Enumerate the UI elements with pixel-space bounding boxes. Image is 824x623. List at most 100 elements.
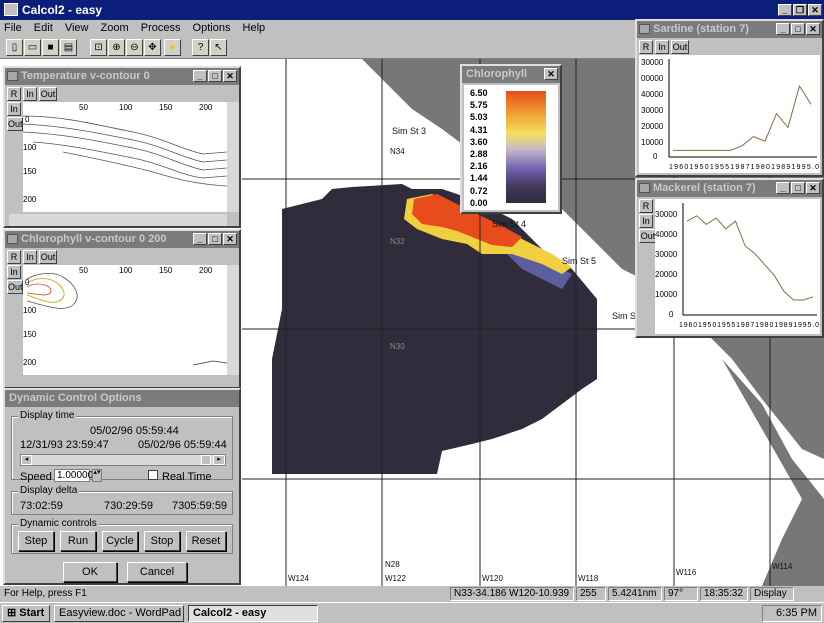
minimize-icon[interactable]: _ [193,233,207,245]
mackerel-window[interactable]: Mackerel (station 7) _ □ ✕ R In Out 30000 … [635,178,824,338]
legend-value: 3.60 [470,136,488,147]
zoom-in-button[interactable]: In [7,265,21,279]
mackerel-plot[interactable]: 30000 40000 30000 20000 10000 0 19601950… [655,199,820,334]
maximize-icon[interactable]: □ [791,23,805,35]
close-icon[interactable]: ✕ [223,70,237,82]
menu-options[interactable]: Options [192,22,231,34]
menu-zoom[interactable]: Zoom [100,22,129,34]
reset-button[interactable]: R [639,199,653,213]
stop-button[interactable]: Stop [144,531,180,551]
zoom-out-button[interactable]: Out [7,280,23,294]
horizontal-scrollbar[interactable] [9,214,227,226]
close-icon[interactable]: ✕ [806,182,820,194]
maximize-icon[interactable]: □ [208,70,222,82]
y-tick: 0 [25,278,30,287]
slider-right-icon[interactable]: ▸ [213,455,225,465]
temperature-window[interactable]: Temperature v-contour 0 _ □ ✕ R In Out In … [3,66,241,228]
mackerel-title: Mackerel (station 7) [653,182,756,194]
reset-button[interactable]: R [639,40,653,54]
cycle-button[interactable]: Cycle [102,531,138,551]
start-button[interactable]: ⊞ Start [2,605,50,622]
temperature-titlebar[interactable]: Temperature v-contour 0 _ □ ✕ [5,68,239,85]
minimize-icon[interactable]: _ [193,70,207,82]
step-button[interactable]: Step [18,531,54,551]
chlorophyll-high [412,194,522,247]
zoom-out-button[interactable]: Out [671,40,689,54]
vertical-scrollbar[interactable] [227,102,239,212]
ok-button[interactable]: OK [63,562,117,582]
maximize-icon[interactable]: □ [791,182,805,194]
cancel-button[interactable]: Cancel [127,562,187,582]
realtime-checkbox[interactable] [148,470,158,480]
zoom-out-button[interactable]: Out [39,250,57,264]
time-slider[interactable]: ◂ ▸ [20,454,226,466]
dynamic-titlebar[interactable]: Dynamic Control Options [5,390,239,407]
menu-view[interactable]: View [64,22,89,34]
zoom-in-button[interactable]: In [23,250,37,264]
menu-help[interactable]: Help [242,22,266,34]
save-icon[interactable]: ■ [42,39,59,56]
legend-values: 6.50 5.75 5.03 4.31 3.60 2.88 2.16 1.44 … [470,87,488,209]
menu-file[interactable]: File [4,22,22,34]
y-tick: 100 [23,306,37,315]
dynamic-control-dialog[interactable]: Dynamic Control Options Display time 05/… [3,388,241,585]
pan-icon[interactable]: ✥ [144,39,161,56]
zoom-out-button[interactable]: Out [7,117,23,131]
reset-button[interactable]: R [7,87,21,101]
close-icon[interactable]: ✕ [806,23,820,35]
zoom-out-button[interactable]: Out [39,87,57,101]
close-icon[interactable]: ✕ [223,233,237,245]
zoom-out-icon[interactable]: ⊖ [126,39,143,56]
legend-titlebar[interactable]: Chlorophyll ✕ [462,66,560,83]
minimize-icon[interactable]: _ [776,182,790,194]
close-icon[interactable]: ✕ [808,4,822,16]
zoom-in-button[interactable]: In [23,87,37,101]
chlorophyll-contour-window[interactable]: Chlorophyll v-contour 0 200 _ □ ✕ R In Out… [3,229,241,389]
new-icon[interactable]: ▯ [6,39,23,56]
reset-button[interactable]: Reset [186,531,226,551]
mackerel-titlebar[interactable]: Mackerel (station 7) _ □ ✕ [637,180,822,197]
legend-value: 5.75 [470,100,488,111]
speed-input[interactable]: 1.00000 [54,469,93,482]
temperature-title: Temperature v-contour 0 [21,70,150,82]
context-help-icon[interactable]: ↖ [210,39,227,56]
minimize-icon[interactable]: _ [778,4,792,16]
reset-button[interactable]: R [7,250,21,264]
sardine-window[interactable]: Sardine (station 7) _ □ ✕ R In Out 30000 0… [635,19,824,177]
menu-process[interactable]: Process [140,22,181,34]
lon-label-w122: W122 [385,574,406,583]
zoom-box-icon[interactable]: ⊡ [90,39,107,56]
slider-thumb[interactable] [201,455,211,465]
y-tick: 20000 [655,270,678,279]
temperature-plot[interactable]: 50 100 150 200 0 100 150 200 [22,102,228,212]
print-icon[interactable]: ▤ [60,39,77,56]
realtime-label: Real Time [162,471,212,483]
chlorophyll-titlebar[interactable]: Chlorophyll v-contour 0 200 _ □ ✕ [5,231,239,248]
window-icon [639,183,650,193]
legend-value: 0.72 [470,185,488,196]
sardine-titlebar[interactable]: Sardine (station 7) _ □ ✕ [637,21,822,38]
run-button[interactable]: Run [60,531,96,551]
zoom-in-icon[interactable]: ⊕ [108,39,125,56]
chlorophyll-plot[interactable]: 50 100 150 200 0 100 150 200 [23,265,228,375]
minimize-icon[interactable]: _ [776,23,790,35]
sardine-plot[interactable]: 30000 00000 40000 30000 20000 10000 0 19… [639,55,820,173]
legend-close-icon[interactable]: ✕ [544,68,558,80]
task-calcol2[interactable]: Calcol2 - easy [188,605,318,622]
speed-spinner-icon[interactable]: ▴▾ [92,469,102,482]
maximize-icon[interactable]: □ [208,233,222,245]
vertical-scrollbar[interactable] [227,265,239,375]
task-wordpad[interactable]: Easyview.doc - WordPad [54,605,184,622]
legend-window[interactable]: Chlorophyll ✕ 6.50 5.75 5.03 4.31 3.60 2… [460,64,562,214]
slider-left-icon[interactable]: ◂ [21,455,32,465]
zoom-in-button[interactable]: In [639,214,653,228]
circle-icon[interactable]: ● [164,39,181,56]
zoom-in-button[interactable]: In [7,102,21,116]
menu-edit[interactable]: Edit [33,22,53,34]
zoom-in-button[interactable]: In [655,40,669,54]
display-time-group: Display time 05/02/96 05:59:44 12/31/93 … [11,410,233,483]
y-tick: 30000 [641,106,664,115]
open-icon[interactable]: ▭ [24,39,41,56]
help-icon[interactable]: ? [192,39,209,56]
restore-icon[interactable]: ❐ [793,4,807,16]
